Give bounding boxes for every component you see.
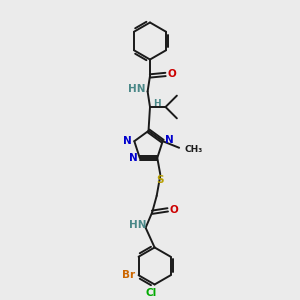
Text: N: N bbox=[129, 153, 137, 163]
Text: N: N bbox=[165, 135, 174, 145]
Text: Cl: Cl bbox=[146, 288, 157, 298]
Text: O: O bbox=[168, 69, 176, 80]
Text: HN: HN bbox=[128, 220, 146, 230]
Text: S: S bbox=[157, 175, 164, 185]
Text: Br: Br bbox=[122, 270, 135, 280]
Text: O: O bbox=[170, 205, 179, 215]
Text: H: H bbox=[153, 99, 160, 108]
Text: CH₃: CH₃ bbox=[184, 145, 203, 154]
Text: HN: HN bbox=[128, 84, 146, 94]
Text: N: N bbox=[123, 136, 132, 146]
